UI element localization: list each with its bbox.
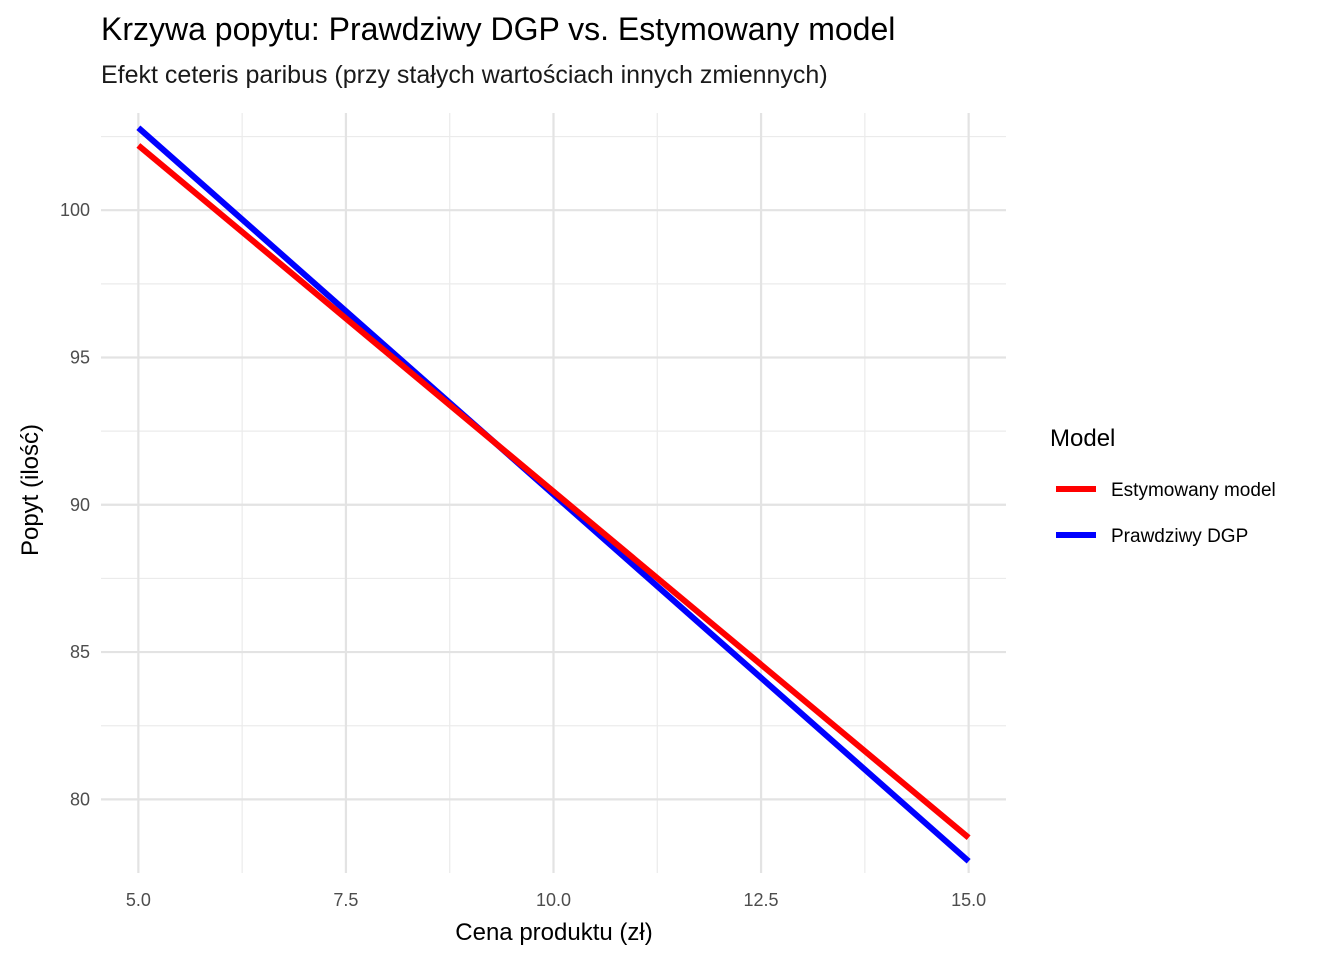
x-tick-label: 7.5 xyxy=(333,890,358,910)
y-tick-label: 95 xyxy=(70,347,90,367)
grid xyxy=(101,113,1006,873)
legend: Model Estymowany model Prawdziwy DGP xyxy=(1050,425,1276,547)
series-line-estymowany-model xyxy=(136,143,971,840)
y-tick-label: 85 xyxy=(70,642,90,662)
x-tick-label: 12.5 xyxy=(744,890,779,910)
y-axis-title: Popyt (ilość) xyxy=(17,424,44,556)
x-tick-label: 10.0 xyxy=(536,890,571,910)
x-tick-label: 15.0 xyxy=(951,890,986,910)
y-tick-label: 90 xyxy=(70,495,90,515)
chart-subtitle: Efekt ceteris paribus (przy stałych wart… xyxy=(101,61,828,89)
chart-title: Krzywa popytu: Prawdziwy DGP vs. Estymow… xyxy=(101,11,895,47)
x-axis-title: Cena produktu (zł) xyxy=(455,919,652,946)
series-lines xyxy=(136,125,971,864)
y-tick-label: 80 xyxy=(70,789,90,809)
legend-label-prawdziwy-dgp: Prawdziwy DGP xyxy=(1111,526,1248,547)
x-tick-label: 5.0 xyxy=(126,890,151,910)
legend-title: Model xyxy=(1050,425,1115,452)
x-axis-ticks: 5.0 7.5 10.0 12.5 15.0 xyxy=(126,890,986,910)
legend-label-estymowany-model: Estymowany model xyxy=(1111,480,1276,501)
y-axis-ticks: 80 85 90 95 100 xyxy=(60,200,90,809)
y-tick-label: 100 xyxy=(60,200,90,220)
